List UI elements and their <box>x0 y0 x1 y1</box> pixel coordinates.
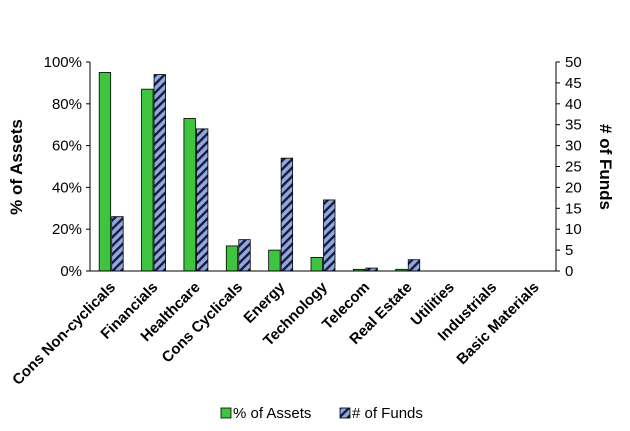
legend: % of Assets # of Funds <box>220 405 423 422</box>
bar-funds <box>111 216 124 272</box>
bar-funds <box>196 128 209 272</box>
left-tick-label: 100% <box>44 54 82 71</box>
right-tick-label: 30 <box>565 138 582 155</box>
right-tick-label: 0 <box>565 263 573 280</box>
legend-swatch-funds <box>339 407 351 419</box>
left-tick-label: 60% <box>52 138 82 155</box>
legend-label-funds: # of Funds <box>352 405 423 422</box>
left-axis-ticks: 0% 20% 40% 60% 80% 100% <box>44 54 90 280</box>
right-tick-label: 50 <box>565 54 582 71</box>
category-labels: Cons Non-cyclicalsFinancialsHealthcareCo… <box>9 278 543 388</box>
bar-assets <box>268 249 281 272</box>
right-tick-label: 20 <box>565 179 582 196</box>
bar-assets <box>98 72 112 272</box>
left-tick-label: 40% <box>52 179 82 196</box>
bars <box>98 72 421 272</box>
right-axis-title: # of Funds <box>596 124 615 210</box>
bar-assets <box>225 245 239 272</box>
right-tick-label: 10 <box>565 221 582 238</box>
bar-assets <box>183 118 196 272</box>
right-axis-ticks: 0 5 10 15 20 25 30 35 40 45 50 <box>556 54 582 280</box>
left-axis-title: % of Assets <box>7 119 26 215</box>
right-tick-label: 40 <box>565 96 582 113</box>
left-tick-label: 0% <box>60 263 82 280</box>
bar-funds <box>280 157 294 272</box>
left-tick-label: 80% <box>52 96 82 113</box>
right-tick-label: 35 <box>565 117 582 134</box>
bar-assets <box>141 88 154 272</box>
bar-assets <box>310 257 323 272</box>
right-tick-label: 45 <box>565 75 582 92</box>
legend-swatch-assets <box>220 407 232 419</box>
right-tick-label: 5 <box>565 242 573 259</box>
bar-funds <box>153 74 166 272</box>
left-tick-label: 20% <box>52 221 82 238</box>
right-tick-label: 15 <box>565 200 582 217</box>
bar-funds <box>407 259 421 272</box>
bar-funds <box>323 199 336 272</box>
right-tick-label: 25 <box>565 159 582 176</box>
bar-funds <box>238 239 251 272</box>
legend-label-assets: % of Assets <box>233 405 311 422</box>
